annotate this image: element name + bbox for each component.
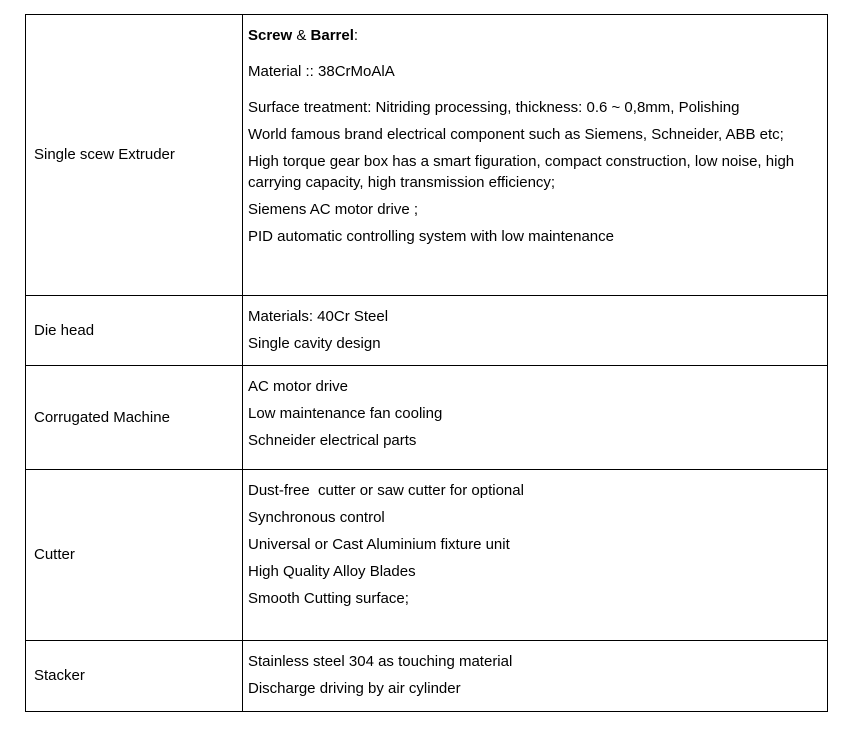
table-row: Corrugated Machine AC motor drive Low ma… bbox=[26, 366, 827, 470]
specification-table: Single scew Extruder Screw & Barrel: Mat… bbox=[25, 14, 828, 712]
heading-bold-barrel: Barrel bbox=[310, 27, 354, 44]
spec-label-cell: Stacker bbox=[26, 641, 243, 711]
spec-line: AC motor drive bbox=[248, 378, 349, 395]
spec-label: Corrugated Machine bbox=[34, 408, 170, 426]
spec-label: Stacker bbox=[34, 667, 85, 684]
spec-line: Discharge driving by air cylinder bbox=[248, 680, 461, 697]
spec-label: Die head bbox=[34, 321, 95, 339]
spec-details-cell: Materials: 40Cr Steel Single cavity desi… bbox=[243, 296, 827, 365]
spec-line: Stainless steel 304 as touching material bbox=[248, 653, 513, 670]
spec-line: Smooth Cutting surface; bbox=[248, 590, 409, 607]
table-row: Die head Materials: 40Cr Steel Single ca… bbox=[26, 296, 827, 366]
heading-separator: & bbox=[292, 27, 311, 44]
spec-line: Material :: 38CrMoAlA bbox=[248, 63, 395, 80]
spec-details-cell: Stainless steel 304 as touching material… bbox=[243, 641, 827, 711]
spec-line: Low maintenance fan cooling bbox=[248, 405, 443, 422]
spec-line: Schneider electrical parts bbox=[248, 432, 417, 449]
spec-line-heading: Screw & Barrel: bbox=[248, 25, 817, 46]
spec-line: Universal or Cast Aluminium fixture unit bbox=[248, 536, 510, 553]
spec-line: World famous brand electrical component … bbox=[248, 126, 784, 143]
spec-line: Single cavity design bbox=[248, 335, 381, 352]
spec-details-cell: Screw & Barrel: Material :: 38CrMoAlA Su… bbox=[243, 15, 827, 295]
spec-details-cell: AC motor drive Low maintenance fan cooli… bbox=[243, 366, 827, 469]
spec-line: Synchronous control bbox=[248, 509, 385, 526]
spec-line: Dust-free cutter or saw cutter for optio… bbox=[248, 482, 524, 499]
spec-label: Single scew Extruder bbox=[34, 146, 175, 163]
spec-label-cell: Single scew Extruder bbox=[26, 15, 243, 295]
spec-label-cell: Cutter bbox=[26, 470, 243, 640]
spec-label-cell: Die head bbox=[26, 296, 243, 365]
spec-line: High Quality Alloy Blades bbox=[248, 563, 416, 580]
spec-label-cell: Corrugated Machine bbox=[26, 366, 243, 469]
spec-details-cell: Dust-free cutter or saw cutter for optio… bbox=[243, 470, 827, 640]
spec-line: High torque gear box has a smart figurat… bbox=[248, 153, 799, 191]
spec-line: Siemens AC motor drive ; bbox=[248, 201, 419, 218]
heading-suffix: : bbox=[353, 27, 359, 44]
spec-line: Surface treatment: Nitriding processing,… bbox=[248, 99, 740, 116]
spec-label: Cutter bbox=[34, 546, 75, 563]
table-row: Stacker Stainless steel 304 as touching … bbox=[26, 641, 827, 711]
table-row: Single scew Extruder Screw & Barrel: Mat… bbox=[26, 15, 827, 296]
table-row: Cutter Dust-free cutter or saw cutter fo… bbox=[26, 470, 827, 641]
spec-line: PID automatic controlling system with lo… bbox=[248, 228, 614, 245]
spec-line: Materials: 40Cr Steel bbox=[248, 308, 389, 325]
heading-bold-screw: Screw bbox=[248, 27, 293, 44]
